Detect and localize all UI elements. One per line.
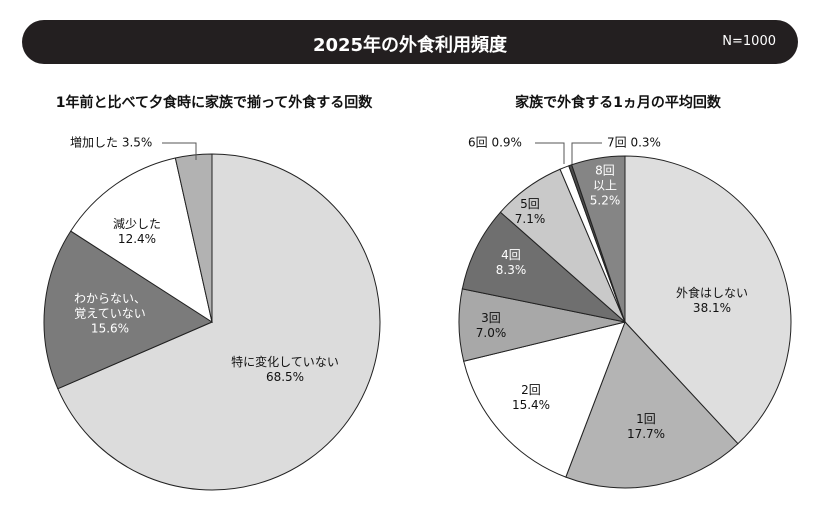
category-label: 1回 [636,412,656,426]
pie-slice [57,153,381,491]
leader-line [162,142,197,160]
category-label: 外食はしない [675,286,749,300]
slice-label: 5回 7.1% [515,197,546,227]
value-label: 3.5% [121,135,153,150]
slice-label: 特に変化していない 68.5% [231,355,339,385]
category-label: 8回 以上 [592,163,617,193]
slice-label: 2回 15.4% [512,383,550,413]
value-label: 0.9% [491,135,522,150]
value-label: 5.2% [589,193,621,208]
category-label: 減少した [112,217,162,231]
slice-label: 3回 7.0% [476,311,507,341]
value-label: 12.4% [117,232,157,246]
pie-slice [565,321,739,489]
value-label: 38.1% [692,301,732,315]
leader-line [535,142,565,164]
sample-size: N=1000 [722,34,776,49]
value-label: 15.6% [90,321,130,336]
slice-label: わからない、 覚えていない 15.6% [74,292,146,337]
pie-slice [461,211,627,323]
header-title: 2025年の外食利用頻度 [312,35,508,56]
category-label: 7回 [607,135,627,150]
category-label: わからない、 覚えていない [73,291,147,321]
value-label: 17.7% [626,427,666,441]
slice-label: 4回 8.3% [496,248,527,278]
category-label: 増加した [70,135,119,150]
value-label: 7.0% [475,326,507,340]
category-label: 5回 [520,197,540,211]
slice-label: 外食はしない 38.1% [676,286,748,316]
value-label: 0.3% [630,135,661,150]
category-label: 特に変化していない [231,355,339,369]
slice-label: 増加した 3.5% [70,136,152,151]
category-label: 4回 [501,248,521,262]
pie-slice [70,157,213,324]
category-label: 6回 [468,135,488,150]
value-label: 7.1% [514,212,546,226]
pie-slice [174,153,213,323]
category-label: 3回 [481,311,501,325]
pie-slice [624,155,792,445]
leader-line [571,142,602,164]
slice-label: 減少した 12.4% [113,217,161,247]
pie-title: 1年前と比べて夕食時に家族で揃って外食する回数 [55,95,373,111]
value-label: 68.5% [265,370,305,384]
header-bar: 2025年の外食利用頻度 N=1000 [22,20,798,64]
pie-title: 家族で外食する1ヵ月の平均回数 [515,95,721,111]
pie-slice [571,155,626,323]
category-label: 2回 [521,383,541,397]
value-label: 8.3% [495,263,527,277]
slice-label: 7回 0.3% [607,136,661,151]
slice-label: 6回 0.9% [468,136,522,151]
slice-label: 1回 17.7% [627,412,665,442]
slice-label: 8回 以上 5.2% [590,164,621,209]
pie-slice [463,321,626,478]
value-label: 15.4% [511,398,551,412]
pie-slice [43,230,214,390]
